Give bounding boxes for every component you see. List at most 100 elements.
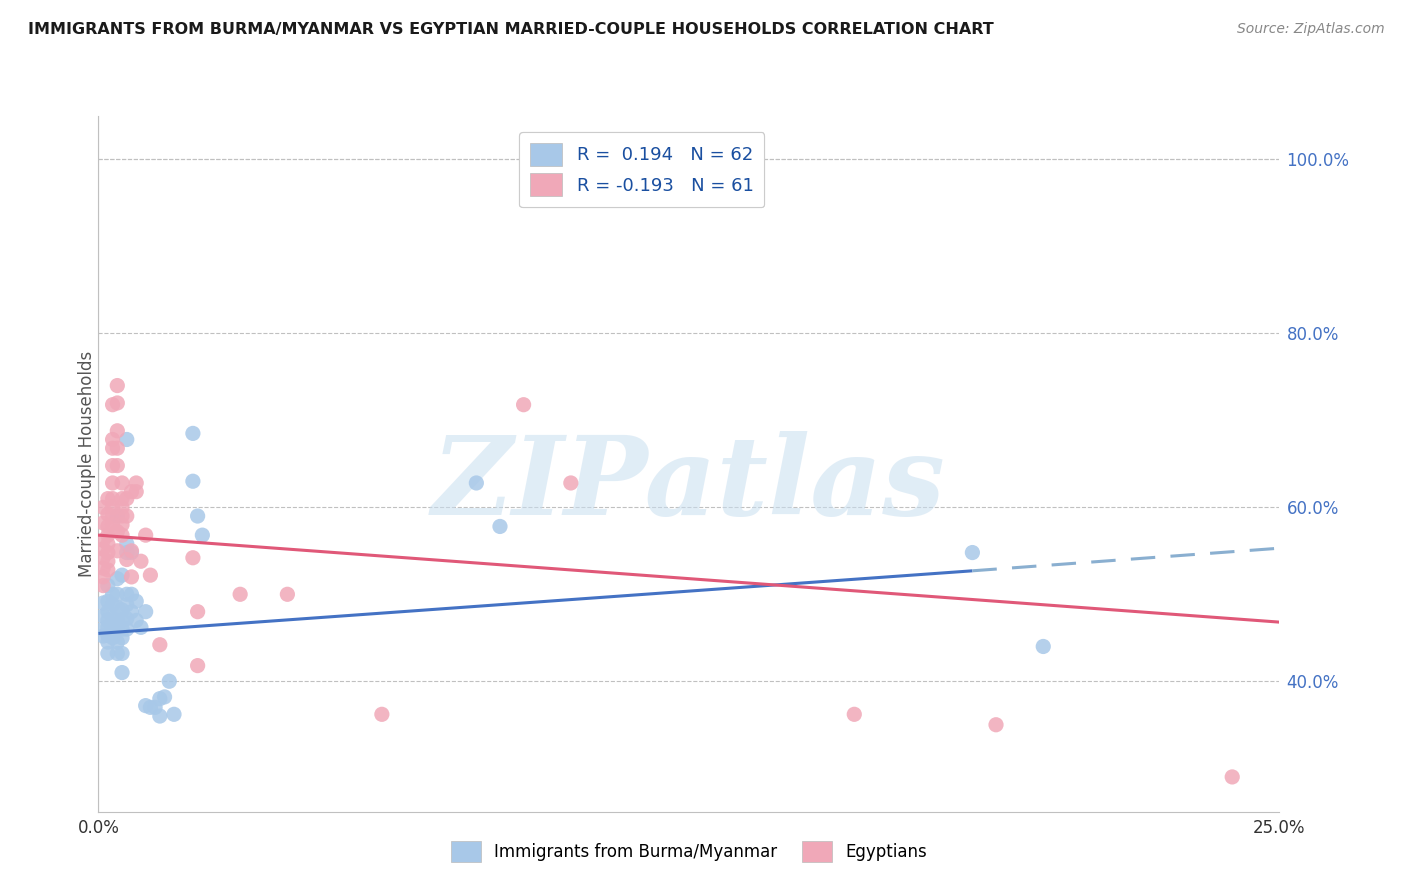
Point	[97, 620, 120, 634]
Point	[97, 578, 120, 592]
Point	[135, 698, 157, 713]
Point	[1220, 770, 1243, 784]
Point	[111, 475, 134, 490]
Point	[149, 691, 172, 706]
Point	[91, 516, 114, 530]
Point	[97, 647, 120, 661]
Point	[115, 433, 138, 447]
Point	[97, 508, 120, 522]
Point	[101, 612, 124, 626]
Point	[105, 458, 128, 473]
Point	[191, 528, 214, 542]
Point	[101, 441, 124, 455]
Point	[101, 458, 124, 473]
Legend: Immigrants from Burma/Myanmar, Egyptians: Immigrants from Burma/Myanmar, Egyptians	[443, 832, 935, 871]
Point	[111, 631, 134, 645]
Point	[97, 605, 120, 619]
Point	[121, 543, 143, 558]
Point	[105, 587, 128, 601]
Y-axis label: Married-couple Households: Married-couple Households	[79, 351, 96, 577]
Point	[115, 598, 138, 612]
Point	[105, 508, 128, 523]
Point	[97, 563, 120, 577]
Point	[91, 596, 114, 610]
Point	[115, 622, 138, 636]
Point	[101, 398, 124, 412]
Point	[115, 552, 138, 566]
Point	[97, 554, 120, 568]
Point	[105, 622, 128, 636]
Point	[115, 537, 138, 551]
Point	[91, 533, 114, 548]
Point	[489, 519, 512, 533]
Point	[101, 508, 124, 523]
Point	[105, 378, 128, 392]
Point	[115, 491, 138, 506]
Point	[187, 658, 209, 673]
Point	[121, 570, 143, 584]
Point	[139, 568, 162, 582]
Point	[135, 605, 157, 619]
Point	[1032, 640, 1054, 654]
Point	[101, 517, 124, 532]
Point	[115, 612, 138, 626]
Point	[97, 594, 120, 608]
Point	[101, 587, 124, 601]
Point	[121, 605, 143, 619]
Point	[157, 674, 180, 689]
Point	[101, 475, 124, 490]
Point	[105, 543, 128, 558]
Point	[187, 605, 209, 619]
Point	[97, 614, 120, 628]
Point	[105, 572, 128, 586]
Point	[111, 500, 134, 515]
Point	[129, 620, 152, 634]
Point	[101, 491, 124, 506]
Point	[181, 474, 204, 488]
Point	[97, 628, 120, 642]
Text: ZIPatlas: ZIPatlas	[432, 431, 946, 539]
Point	[111, 568, 134, 582]
Point	[139, 700, 162, 714]
Point	[91, 578, 114, 592]
Point	[121, 587, 143, 601]
Point	[105, 647, 128, 661]
Point	[111, 517, 134, 532]
Point	[135, 528, 157, 542]
Point	[512, 398, 534, 412]
Point	[844, 707, 866, 722]
Text: Source: ZipAtlas.com: Source: ZipAtlas.com	[1237, 22, 1385, 37]
Point	[115, 545, 138, 559]
Point	[125, 594, 148, 608]
Point	[111, 508, 134, 523]
Point	[560, 475, 582, 490]
Point	[97, 635, 120, 649]
Point	[115, 508, 138, 523]
Point	[91, 570, 114, 584]
Point	[97, 537, 120, 551]
Point	[111, 622, 134, 636]
Point	[105, 600, 128, 615]
Point	[101, 500, 124, 515]
Point	[105, 424, 128, 438]
Point	[276, 587, 298, 601]
Point	[121, 484, 143, 499]
Point	[111, 614, 134, 628]
Point	[111, 491, 134, 506]
Point	[97, 528, 120, 542]
Point	[125, 614, 148, 628]
Point	[97, 545, 120, 559]
Point	[984, 717, 1007, 731]
Point	[121, 545, 143, 559]
Point	[105, 524, 128, 539]
Point	[105, 396, 128, 410]
Point	[111, 647, 134, 661]
Point	[181, 426, 204, 441]
Point	[229, 587, 252, 601]
Point	[149, 709, 172, 723]
Point	[187, 508, 209, 523]
Point	[91, 550, 114, 565]
Point	[105, 635, 128, 649]
Point	[105, 614, 128, 628]
Point	[91, 500, 114, 515]
